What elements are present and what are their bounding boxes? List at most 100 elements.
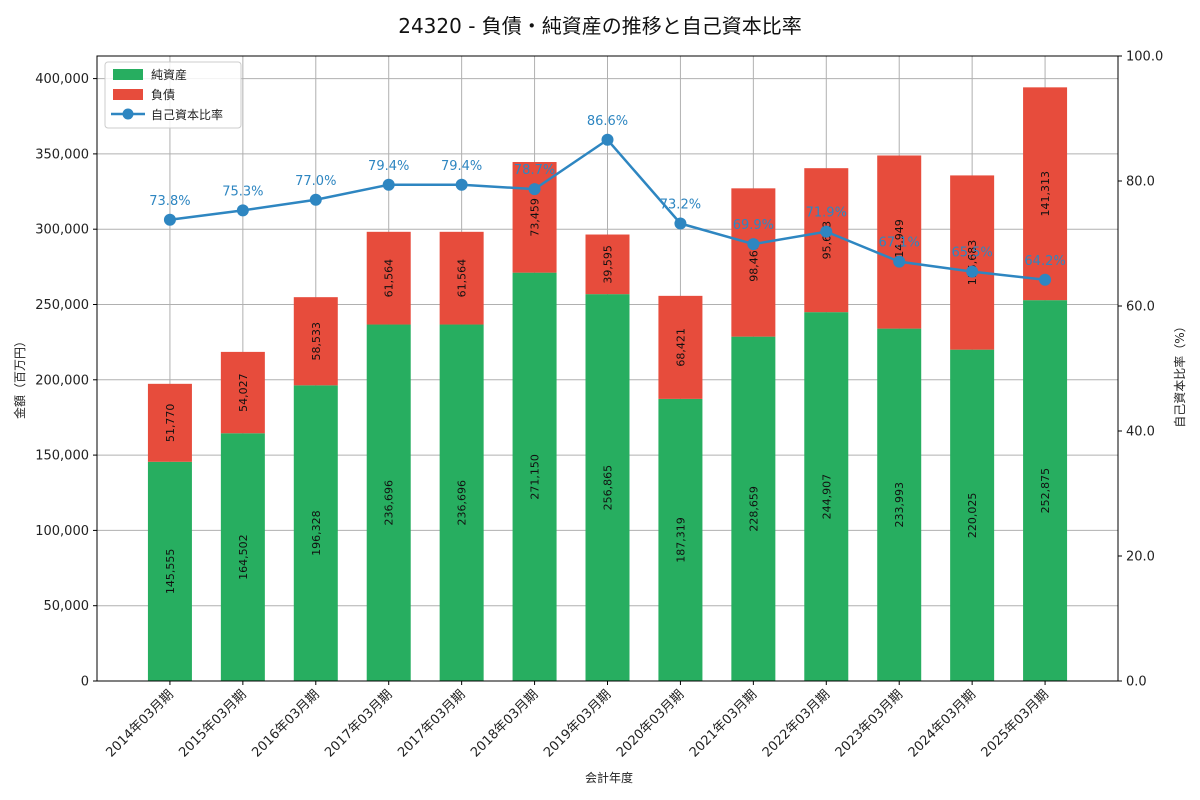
net-assets-bar [439, 324, 484, 681]
legend-swatch-net-assets [113, 69, 143, 80]
bar-labels: 145,555 51,770 164,502 54,027 196,328 58,533 2… [164, 171, 1052, 594]
y-tick-label: 200,000 [35, 373, 89, 388]
equity-ratio-label: 78.7% [514, 163, 555, 178]
equity-ratio-point [528, 183, 541, 196]
net-assets-value-label: 252,875 [1039, 468, 1052, 514]
y-tick-label: 100,000 [35, 524, 89, 539]
liabilities-bar [658, 295, 703, 399]
y2-tick-label: 40.0 [1126, 425, 1155, 440]
net-assets-value-label: 256,865 [602, 465, 615, 511]
x-axis-title: 会計年度 [585, 770, 633, 785]
net-assets-value-label: 228,659 [747, 486, 760, 532]
liabilities-value-label: 39,595 [602, 245, 615, 284]
liabilities-bar [731, 188, 776, 337]
liabilities-bar [877, 155, 922, 329]
liabilities-bar [220, 351, 265, 434]
equity-ratio-label: 79.4% [368, 159, 409, 174]
net-assets-bar [804, 312, 849, 681]
legend-label-liabilities: 負債 [151, 87, 175, 102]
net-assets-value-label: 271,150 [529, 454, 542, 500]
net-assets-value-label: 145,555 [164, 549, 177, 595]
legend-label-equity-ratio: 自己資本比率 [151, 107, 223, 122]
net-assets-value-label: 244,907 [820, 474, 833, 520]
ratio-line-group: 73.8% 75.3% 77.0% 79.4% 79.4% 78.7% 86.6% 73.2%… [149, 114, 1066, 286]
net-assets-value-label: 164,502 [237, 534, 250, 580]
equity-ratio-point [601, 133, 614, 146]
legend-marker-equity-ratio [122, 108, 134, 120]
equity-ratio-label: 67.1% [879, 236, 920, 251]
equity-ratio-label: 79.4% [441, 159, 482, 174]
liabilities-bar [585, 234, 630, 295]
equity-ratio-point [674, 217, 687, 230]
equity-ratio-label: 75.3% [222, 184, 263, 199]
liabilities-value-label: 141,313 [1039, 171, 1052, 217]
equity-ratio-label: 64.2% [1024, 254, 1065, 269]
equity-ratio-label: 77.0% [295, 174, 336, 189]
equity-ratio-point [309, 193, 322, 206]
equity-ratio-label: 69.9% [733, 218, 774, 233]
liabilities-bar [366, 231, 411, 325]
equity-ratio-point [236, 204, 249, 217]
equity-ratio-point [820, 225, 833, 238]
net-assets-bar [1023, 300, 1068, 681]
net-assets-bar [585, 294, 630, 681]
y-tick-label: 50,000 [44, 599, 90, 614]
net-assets-bar [147, 461, 192, 681]
net-assets-value-label: 220,025 [966, 493, 979, 539]
liabilities-bar [439, 231, 484, 325]
liabilities-value-label: 54,027 [237, 373, 250, 412]
net-assets-bar [877, 328, 922, 681]
net-assets-bar [366, 324, 411, 681]
y2-tick-label: 100.0 [1126, 50, 1163, 65]
equity-ratio-label: 73.8% [149, 194, 190, 209]
equity-ratio-label: 86.6% [587, 114, 628, 129]
legend-label-net-assets: 純資産 [151, 67, 187, 82]
y2-tick-label: 20.0 [1126, 550, 1155, 565]
net-assets-bar [658, 398, 703, 681]
net-assets-value-label: 196,328 [310, 510, 323, 556]
y-tick-label: 250,000 [35, 298, 89, 313]
liabilities-bar [804, 168, 849, 313]
net-assets-bar [293, 385, 338, 681]
y-axis-title: 金額（百万円） [12, 335, 27, 419]
equity-ratio-label: 73.2% [660, 198, 701, 213]
liabilities-bar [293, 297, 338, 386]
liabilities-bar [950, 175, 995, 350]
y-tick-label: 0 [81, 675, 89, 690]
liabilities-value-label: 61,564 [456, 259, 469, 298]
net-assets-bar [731, 336, 776, 681]
liabilities-value-label: 98,469 [747, 243, 760, 282]
net-assets-value-label: 236,696 [456, 480, 469, 525]
liabilities-value-label: 73,459 [529, 198, 542, 237]
legend-swatch-liabilities [113, 89, 143, 100]
y2-tick-label: 80.0 [1126, 175, 1155, 190]
equity-ratio-label: 65.5% [951, 246, 992, 261]
equity-ratio-point [747, 238, 760, 251]
equity-ratio-point [1039, 273, 1052, 286]
liabilities-value-label: 61,564 [383, 259, 396, 298]
y-tick-label: 400,000 [35, 72, 89, 87]
equity-ratio-point [966, 265, 979, 278]
y-tick-label: 350,000 [35, 147, 89, 162]
net-assets-bar [220, 433, 265, 681]
equity-ratio-point [455, 178, 468, 191]
equity-ratio-point [382, 178, 395, 191]
y-tick-label: 300,000 [35, 223, 89, 238]
chart-title: 24320 - 負債・純資産の推移と自己資本比率 [398, 14, 802, 38]
y2-axis-title: 自己資本比率（%） [1172, 320, 1187, 427]
equity-ratio-label: 71.9% [806, 206, 847, 221]
liabilities-bar [1023, 87, 1068, 301]
liabilities-value-label: 51,770 [164, 404, 177, 443]
equity-ratio-point [893, 255, 906, 268]
net-assets-bar [950, 349, 995, 681]
net-assets-value-label: 236,696 [383, 480, 396, 525]
liabilities-value-label: 114,949 [893, 219, 906, 264]
liabilities-value-label: 58,533 [310, 322, 323, 361]
net-assets-value-label: 233,993 [893, 482, 906, 527]
net-assets-bar [512, 272, 557, 681]
y2-tick-label: 60.0 [1126, 300, 1155, 315]
liabilities-bar [147, 383, 192, 462]
liabilities-value-label: 68,421 [674, 328, 687, 367]
